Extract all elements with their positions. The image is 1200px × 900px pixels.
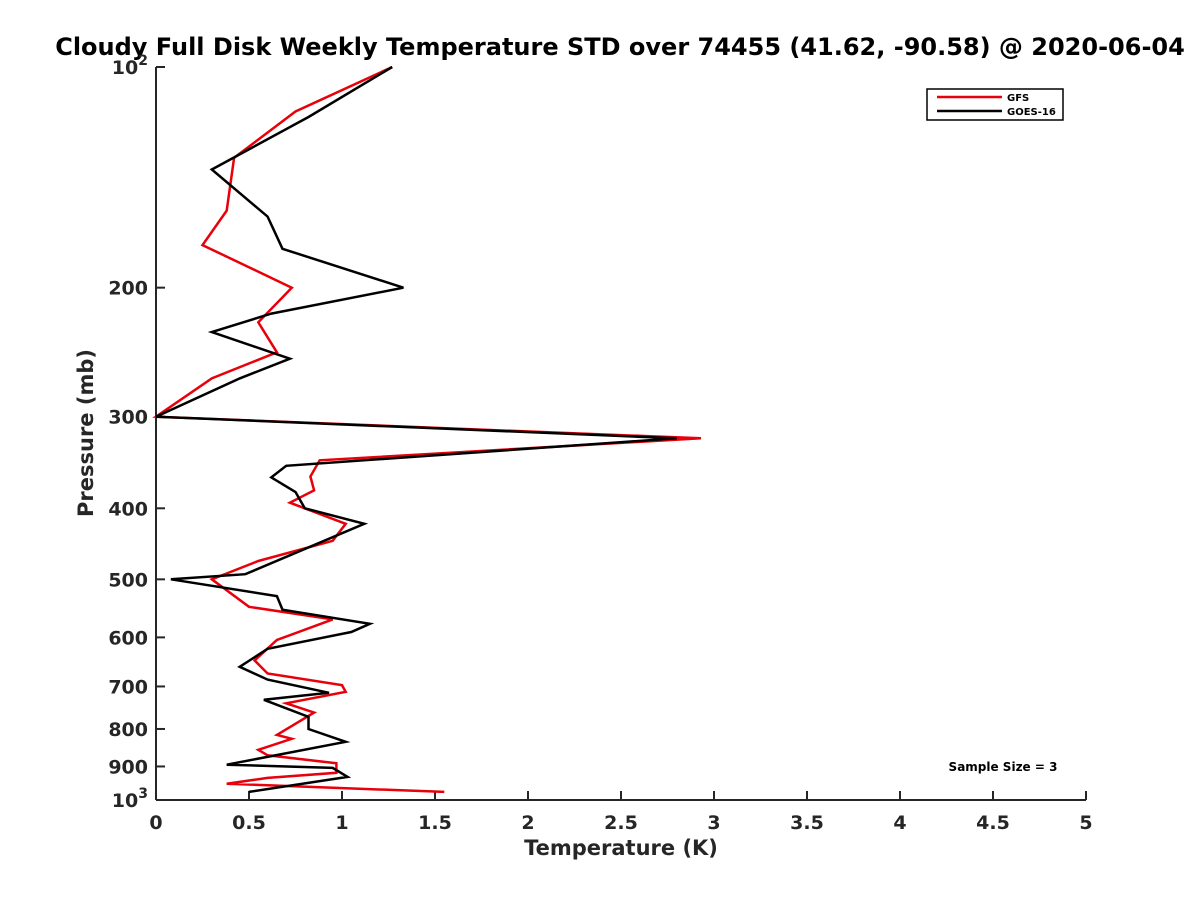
y-tick-base: 800 — [108, 719, 148, 741]
x-tick-label: 1 — [335, 812, 348, 834]
y-tick-base: 700 — [108, 676, 148, 698]
legend-box — [926, 88, 1064, 121]
x-tick-label: 4.5 — [976, 812, 1010, 834]
x-axis-label: Temperature (K) — [524, 836, 718, 860]
y-tick-label: 103 — [112, 786, 148, 812]
y-tick-label: 600 — [108, 627, 148, 649]
x-tick-label: 0 — [149, 812, 162, 834]
y-tick-base: 400 — [108, 498, 148, 520]
y-tick-label: 900 — [108, 756, 148, 778]
x-tick-label: 3 — [707, 812, 720, 834]
y-tick-label: 500 — [108, 569, 148, 591]
legend: GFS GOES-16 — [926, 88, 1064, 121]
y-tick-label: 200 — [108, 278, 148, 300]
axes: 0 0.5 1 1.5 2 2.5 3 3.5 4 4.5 5 102200300400500600… — [108, 53, 1092, 834]
y-tick-label: 800 — [108, 719, 148, 741]
y-tick-base: 500 — [108, 569, 148, 591]
x-tick-label: 3.5 — [790, 812, 824, 834]
y-tick-base: 200 — [108, 278, 148, 300]
x-tick-label: 1.5 — [418, 812, 452, 834]
y-tick-exponent: 3 — [138, 786, 148, 802]
x-tick-label: 2.5 — [604, 812, 638, 834]
y-tick-base: 300 — [108, 407, 148, 429]
x-tick-label: 0.5 — [232, 812, 266, 834]
x-tick-label: 5 — [1079, 812, 1092, 834]
sample-size-annotation: Sample Size = 3 — [949, 760, 1058, 774]
legend-label-gfs: GFS — [1007, 93, 1029, 104]
y-axis-label: Pressure (mb) — [74, 349, 98, 517]
chart-title: Cloudy Full Disk Weekly Temperature STD … — [55, 33, 1185, 61]
y-tick-base: 10 — [112, 57, 138, 79]
y-tick-base: 900 — [108, 756, 148, 778]
x-tick-label: 4 — [893, 812, 906, 834]
series-line-goes-16 — [155, 65, 677, 794]
y-tick-base: 10 — [112, 790, 138, 812]
series-group — [152, 65, 702, 794]
x-ticks: 0 0.5 1 1.5 2 2.5 3 3.5 4 4.5 5 — [149, 791, 1093, 834]
y-tick-base: 600 — [108, 627, 148, 649]
x-tick-label: 2 — [521, 812, 534, 834]
y-tick-exponent: 2 — [138, 53, 148, 69]
y-tick-label: 700 — [108, 676, 148, 698]
legend-label-goes-16: GOES-16 — [1007, 107, 1056, 118]
y-tick-label: 102 — [112, 53, 148, 79]
series-line-gfs — [152, 65, 702, 794]
y-tick-label: 300 — [108, 407, 148, 429]
y-tick-label: 400 — [108, 498, 148, 520]
